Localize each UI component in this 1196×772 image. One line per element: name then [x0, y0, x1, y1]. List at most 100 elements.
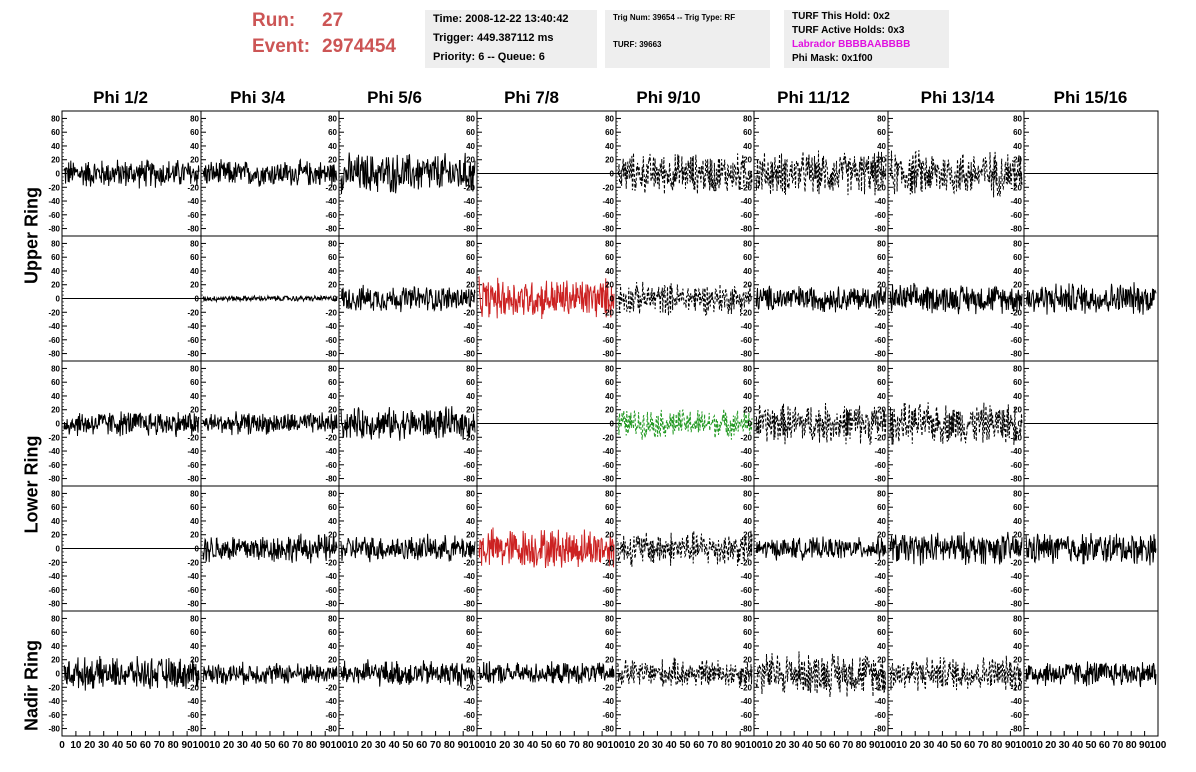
y-tick-label: -40 [1010, 197, 1022, 206]
y-tick-label: 20 [328, 156, 337, 165]
y-tick-label: 20 [1013, 406, 1022, 415]
waveform-trace [617, 530, 753, 567]
y-tick-label: -80 [325, 600, 337, 609]
y-tick-label: -80 [740, 225, 752, 234]
y-tick-label: -80 [1010, 225, 1022, 234]
x-tick-label: 20 [775, 740, 787, 751]
y-tick-label: 40 [605, 267, 614, 276]
y-tick-label: 20 [328, 406, 337, 415]
y-tick-label: 40 [1013, 142, 1022, 151]
y-tick-label: -20 [874, 308, 886, 317]
y-tick-label: 40 [190, 517, 199, 526]
y-tick-label: 40 [1013, 267, 1022, 276]
y-tick-label: -80 [740, 350, 752, 359]
x-tick-label: 100 [746, 740, 763, 751]
y-tick-label: -60 [463, 461, 475, 470]
y-tick-label: 60 [51, 128, 60, 137]
y-tick-label: -80 [48, 350, 60, 359]
y-tick-label: -20 [463, 433, 475, 442]
turf-info-box: TURF This Hold: 0x2 TURF Active Holds: 0… [784, 10, 949, 68]
y-tick-label: 40 [190, 392, 199, 401]
y-tick-label: -20 [1010, 433, 1022, 442]
y-tick-label: -20 [874, 183, 886, 192]
column-title-phi-15-16: Phi 15/16 [1053, 88, 1128, 107]
y-tick-label: 80 [51, 614, 60, 623]
y-tick-label: -60 [740, 211, 752, 220]
y-tick-label: -20 [187, 183, 199, 192]
y-tick-label: 80 [877, 239, 886, 248]
y-tick-label: 80 [743, 239, 752, 248]
y-tick-label: 40 [51, 267, 60, 276]
x-tick-label: 100 [880, 740, 897, 751]
y-tick-label: 0 [748, 420, 753, 429]
y-tick-label: -80 [602, 475, 614, 484]
waveform-trace [617, 657, 753, 688]
priority-text: Priority: 6 -- Queue: 6 [433, 51, 545, 63]
x-tick-label: 50 [126, 740, 138, 751]
waveform-trace [617, 152, 753, 195]
y-tick-label: -80 [874, 350, 886, 359]
y-tick-label: -60 [740, 461, 752, 470]
y-tick-label: -80 [874, 475, 886, 484]
y-tick-label: -40 [602, 447, 614, 456]
y-tick-label: 80 [190, 364, 199, 373]
run-event-box: Run: 27 Event: 2974454 [252, 8, 396, 60]
y-tick-label: -80 [1010, 475, 1022, 484]
y-tick-label: 40 [466, 517, 475, 526]
x-tick-label: 80 [856, 740, 868, 751]
y-tick-label: -40 [874, 572, 886, 581]
y-tick-label: 40 [877, 267, 886, 276]
x-tick-label: 40 [666, 740, 678, 751]
y-tick-label: 60 [51, 378, 60, 387]
y-tick-label: 40 [877, 642, 886, 651]
y-tick-label: -40 [1010, 572, 1022, 581]
y-tick-label: 40 [190, 642, 199, 651]
x-tick-label: 60 [693, 740, 705, 751]
y-tick-label: -60 [874, 461, 886, 470]
event-label: Event: [252, 36, 311, 57]
y-tick-label: -60 [463, 336, 475, 345]
y-tick-label: 20 [51, 406, 60, 415]
y-tick-label: 20 [877, 156, 886, 165]
y-tick-label: -60 [1010, 586, 1022, 595]
y-tick-label: -20 [1010, 683, 1022, 692]
y-tick-label: -20 [187, 308, 199, 317]
x-tick-label: 10 [762, 740, 774, 751]
y-tick-label: -40 [1010, 697, 1022, 706]
y-tick-label: 60 [877, 253, 886, 262]
y-tick-label: -20 [740, 308, 752, 317]
y-tick-label: -40 [740, 572, 752, 581]
y-tick-label: -60 [602, 711, 614, 720]
y-tick-label: -20 [602, 183, 614, 192]
y-tick-label: -20 [325, 558, 337, 567]
column-title-phi-3-4: Phi 3/4 [230, 88, 285, 107]
y-tick-label: 80 [743, 114, 752, 123]
y-tick-label: 40 [51, 142, 60, 151]
x-tick-label: 30 [98, 740, 110, 751]
y-tick-label: 60 [743, 503, 752, 512]
x-tick-label: 40 [527, 740, 539, 751]
y-tick-label: -20 [463, 308, 475, 317]
y-tick-label: 60 [328, 253, 337, 262]
y-tick-label: 80 [877, 489, 886, 498]
y-tick-label: 0 [333, 295, 338, 304]
x-tick-label: 60 [278, 740, 290, 751]
y-tick-label: 0 [195, 420, 200, 429]
y-tick-label: 20 [1013, 656, 1022, 665]
y-tick-label: 0 [195, 670, 200, 679]
y-tick-label: -40 [48, 322, 60, 331]
x-tick-label: 30 [237, 740, 249, 751]
x-tick-label: 40 [1072, 740, 1084, 751]
x-tick-label: 90 [458, 740, 470, 751]
y-tick-label: 20 [466, 656, 475, 665]
y-tick-label: 20 [328, 281, 337, 290]
y-tick-label: 0 [610, 295, 615, 304]
x-tick-label: 30 [513, 740, 525, 751]
column-title-phi-9-10: Phi 9/10 [636, 88, 701, 107]
y-tick-label: 40 [605, 517, 614, 526]
y-tick-label: -40 [325, 697, 337, 706]
y-tick-label: -20 [874, 433, 886, 442]
y-tick-label: -20 [463, 558, 475, 567]
y-tick-label: 80 [466, 239, 475, 248]
y-tick-label: 0 [195, 295, 200, 304]
